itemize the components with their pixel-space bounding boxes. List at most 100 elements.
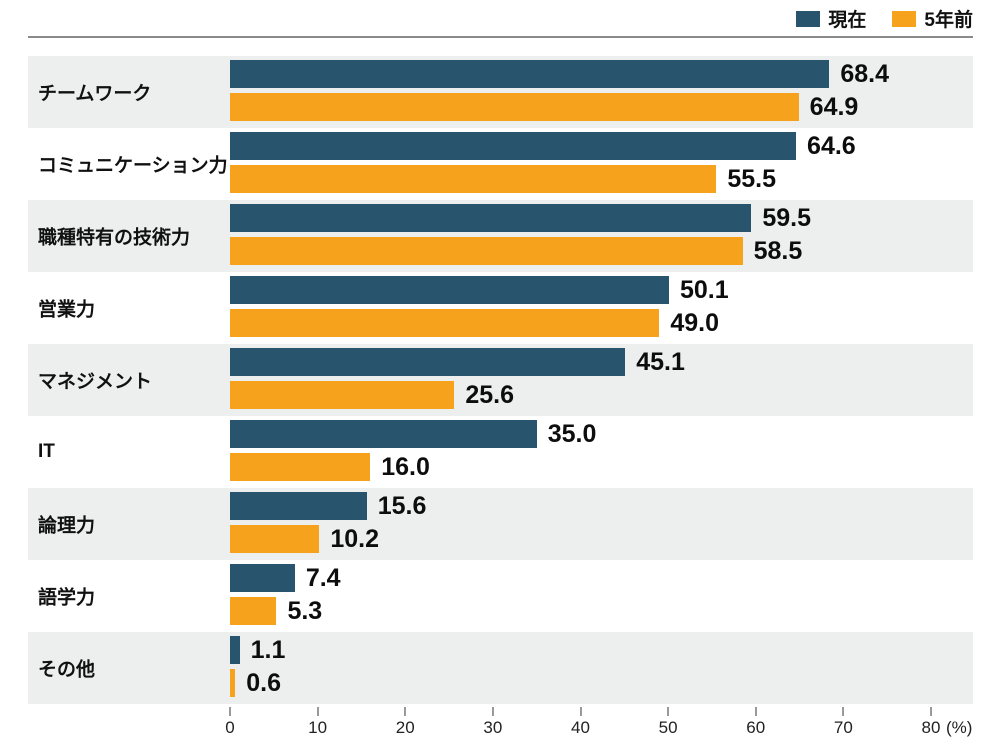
bar-5yr: 0.6	[230, 669, 281, 697]
bar-segment	[230, 132, 797, 160]
bar-segment	[230, 453, 371, 481]
bar-value-label: 1.1	[250, 635, 286, 664]
category-label: チームワーク	[38, 83, 152, 105]
x-axis-tick-label: 0	[225, 718, 235, 737]
category-row: 営業力 50.1 49.0	[0, 272, 1000, 344]
bar-current: 64.6	[230, 132, 856, 160]
bar-segment	[230, 381, 455, 409]
bar-current: 68.4	[230, 60, 889, 88]
bar-value-label: 0.6	[246, 668, 282, 697]
chart-rows: チームワーク 68.4 64.9 コミュニケーション力 64.6 55.5 職種特有の技術力…	[0, 56, 1000, 704]
bar-segment	[230, 564, 295, 592]
x-axis-tick-label: 50	[658, 718, 678, 737]
category-label: 営業力	[38, 299, 96, 321]
category-row: 語学力 7.4 5.3	[0, 560, 1000, 632]
bar-segment	[230, 669, 236, 697]
x-axis: 0 10 20 30 40 50 60 70 80 (%)	[0, 704, 1000, 739]
category-row: その他 1.1 0.6	[0, 632, 1000, 704]
bar-segment	[230, 204, 752, 232]
row-band-background	[28, 488, 973, 560]
category-label: 論理力	[38, 515, 96, 537]
category-row: 論理力 15.6 10.2	[0, 488, 1000, 560]
legend: 現在 5年前	[796, 5, 973, 32]
category-label: IT	[38, 441, 55, 462]
bar-value-label: 68.4	[840, 59, 890, 88]
row-band-background	[28, 632, 973, 704]
x-axis-tick	[667, 707, 670, 716]
category-row: チームワーク 68.4 64.9	[0, 56, 1000, 128]
bar-value-label: 58.5	[753, 236, 803, 265]
bar-5yr: 10.2	[230, 525, 379, 553]
category-label: 職種特有の技術力	[38, 227, 191, 249]
x-axis-tick	[404, 707, 407, 716]
x-axis-tick	[579, 707, 582, 716]
bar-value-label: 15.6	[377, 491, 427, 520]
bar-segment	[230, 276, 669, 304]
category-label: コミュニケーション力	[38, 155, 228, 177]
legend-label-5yr: 5年前	[924, 10, 973, 31]
x-axis-tick	[229, 707, 231, 716]
bar-segment	[230, 597, 277, 625]
bar-value-label: 49.0	[670, 308, 720, 337]
row-band-background	[28, 560, 973, 632]
bar-value-label: 35.0	[547, 419, 597, 448]
bar-value-label: 25.6	[465, 380, 514, 409]
bar-segment	[230, 237, 743, 265]
legend-label-current: 現在	[828, 10, 867, 31]
bar-value-label: 10.2	[330, 524, 380, 553]
bar-value-label: 55.5	[727, 164, 776, 193]
bar-value-label: 45.1	[636, 347, 685, 376]
bar-segment	[230, 492, 367, 520]
bar-value-label: 59.5	[762, 203, 812, 232]
bar-5yr: 49.0	[230, 309, 719, 337]
category-label: その他	[38, 659, 96, 681]
x-axis-tick	[754, 707, 757, 716]
bar-5yr: 25.6	[230, 381, 514, 409]
x-axis-tick	[491, 707, 494, 716]
bar-current: 50.1	[230, 276, 729, 304]
bar-value-label: 16.0	[381, 452, 430, 481]
category-row: 職種特有の技術力 59.5 58.5	[0, 200, 1000, 272]
x-axis-tick-label: 20	[395, 718, 415, 737]
category-row: コミュニケーション力 64.6 55.5	[0, 128, 1000, 200]
bar-segment	[230, 60, 830, 88]
bar-5yr: 58.5	[230, 237, 802, 265]
x-axis-tick	[316, 707, 319, 716]
bar-segment	[230, 348, 626, 376]
bar-segment	[230, 525, 320, 553]
bar-5yr: 5.3	[230, 597, 322, 625]
x-axis-tick-label: 60	[746, 718, 766, 737]
bar-current: 45.1	[230, 348, 685, 376]
bar-current: 59.5	[230, 204, 811, 232]
x-axis-tick-label: 30	[483, 718, 503, 737]
bar-segment	[230, 309, 660, 337]
bar-segment	[230, 93, 799, 121]
bar-current: 15.6	[230, 492, 426, 520]
legend-item-current: 現在	[796, 5, 866, 32]
bar-current: 1.1	[230, 636, 285, 664]
legend-swatch-5yr-icon	[892, 10, 917, 27]
bar-5yr: 64.9	[230, 93, 858, 121]
x-axis-unit-label: (%)	[946, 718, 973, 737]
category-row: IT 35.0 16.0	[0, 416, 1000, 488]
bar-segment	[230, 636, 240, 664]
x-axis-tick-label: 80	[921, 718, 941, 737]
bar-value-label: 7.4	[305, 563, 341, 592]
legend-item-5yr: 5年前	[892, 5, 973, 32]
x-axis-tick	[842, 707, 845, 716]
bar-value-label: 50.1	[680, 275, 729, 304]
x-axis-tick-label: 40	[571, 718, 590, 737]
x-axis-tick-label: 70	[833, 718, 853, 737]
bar-value-label: 64.6	[807, 131, 856, 160]
x-axis-tick	[930, 707, 932, 716]
bar-5yr: 55.5	[230, 165, 776, 193]
category-label: 語学力	[38, 587, 96, 609]
category-row: マネジメント 45.1 25.6	[0, 344, 1000, 416]
category-label: マネジメント	[38, 371, 153, 393]
x-axis-tick-label: 10	[308, 718, 328, 737]
bar-segment	[230, 165, 717, 193]
legend-swatch-current-icon	[796, 10, 821, 27]
bar-current: 35.0	[230, 420, 596, 448]
bar-5yr: 16.0	[230, 453, 430, 481]
